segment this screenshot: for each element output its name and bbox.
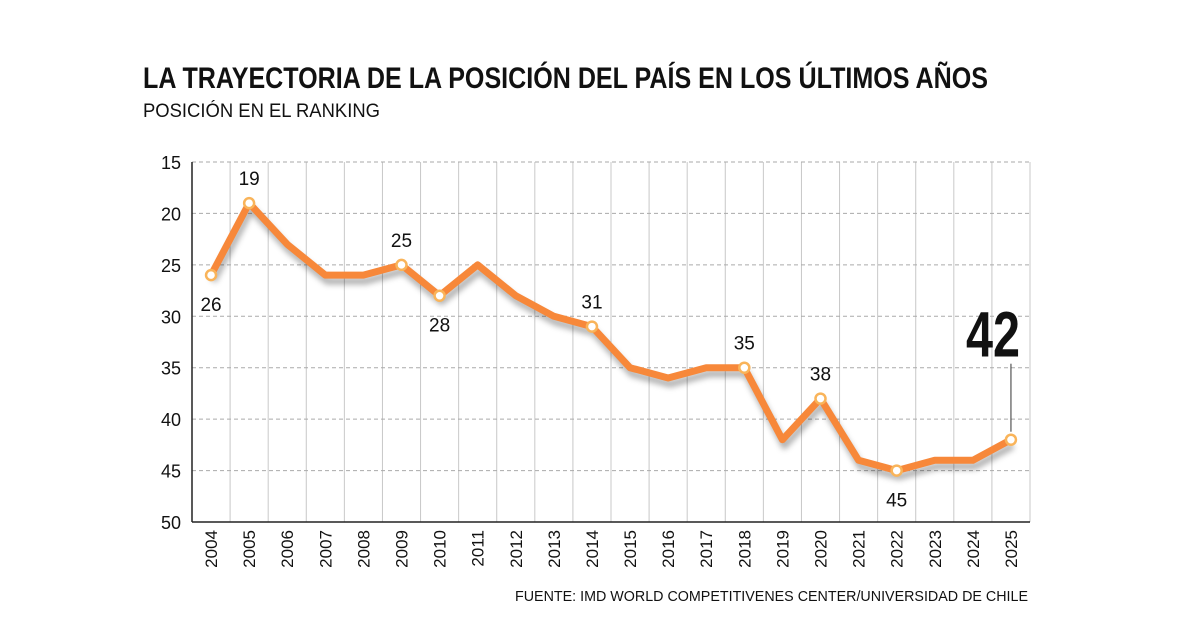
source: FUENTE: IMD WORLD COMPETITIVENES CENTER/… [515,588,1028,605]
point-marker [395,258,408,272]
y-tick-label: 40 [161,410,181,430]
value-label: 31 [581,293,602,314]
x-tick-label: 2010 [431,530,450,568]
point-marker [1004,433,1018,446]
x-tick-label: 2009 [393,530,412,568]
y-tick-label: 15 [161,153,181,173]
x-tick-label: 2022 [888,530,907,568]
chart-subtitle: POSICIÓN EN EL RANKING [143,100,380,122]
line-shadow [209,205,1015,481]
point-marker [242,196,256,210]
point-marker [433,289,446,302]
x-tick-label: 2025 [1002,530,1021,568]
x-tick-label: 2004 [202,530,221,568]
y-tick-label: 45 [161,462,181,482]
point-marker [585,320,599,333]
point-marker [738,361,751,374]
y-tick-label: 50 [161,513,181,533]
x-tick-label: 2019 [773,530,792,568]
y-tick-label: 35 [161,359,181,379]
x-tick-label: 2012 [507,530,526,568]
point-marker [814,392,827,405]
value-label-highlight: 42 [966,299,1020,371]
y-tick-label: 25 [161,256,181,276]
value-label: 45 [886,491,907,512]
line [207,199,1015,475]
x-tick-label: 2021 [850,530,869,568]
x-tick-label: 2023 [926,530,945,568]
x-tick-label: 2008 [354,530,373,568]
x-tick-label: 2006 [278,530,297,568]
value-label: 28 [429,316,450,337]
x-tick-label: 2024 [964,530,983,568]
x-tick-label: 2011 [469,530,488,567]
value-label: 38 [810,365,831,386]
x-tick-label: 2018 [735,530,754,568]
x-tick-label: 2017 [697,530,716,568]
value-label: 35 [734,334,755,355]
x-tick-label: 2007 [316,530,335,568]
value-label: 25 [391,231,412,252]
y-tick-label: 20 [161,204,181,224]
x-tick-label: 2013 [545,530,564,568]
point-marker [890,464,903,477]
x-tick-label: 2015 [621,530,640,568]
x-tick-label: 2005 [240,530,259,568]
value-label: 19 [239,169,260,190]
chart-title: LA TRAYECTORIA DE LA POSICIÓN DEL PAÍS E… [143,61,988,95]
point-marker [204,268,218,282]
x-tick-label: 2016 [659,530,678,568]
x-tick-label: 2020 [812,530,831,568]
value-label: 26 [200,295,221,316]
y-tick-label: 30 [161,307,181,327]
x-tick-label: 2014 [583,530,602,568]
